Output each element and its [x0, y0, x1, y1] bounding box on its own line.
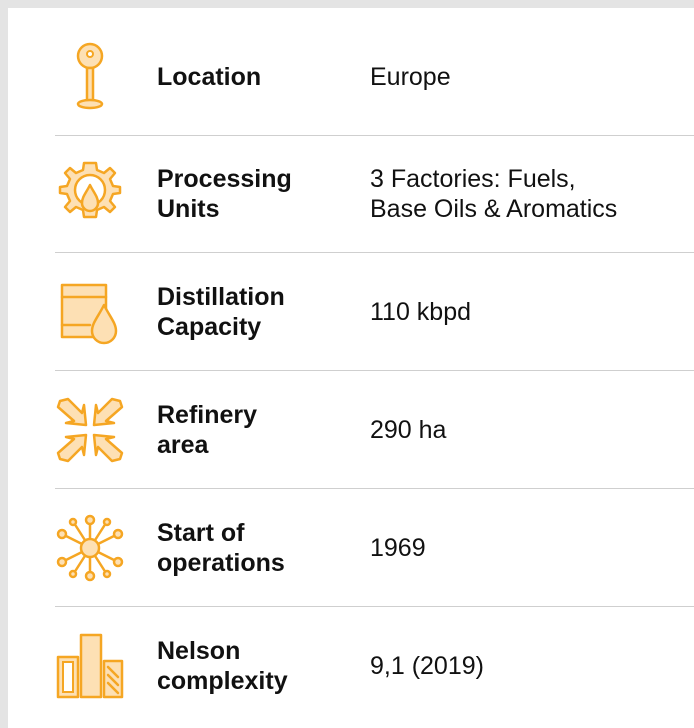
label: Refinery area — [157, 371, 257, 488]
capacity-icon — [60, 283, 118, 345]
separator — [55, 252, 694, 253]
label-line: Start of — [157, 518, 245, 547]
label: Start of operations — [157, 489, 285, 606]
area-icon — [56, 397, 124, 463]
label-line: Distillation — [157, 282, 285, 311]
separator — [55, 135, 694, 136]
processing-icon — [58, 161, 122, 219]
separator — [55, 606, 694, 607]
label-line: area — [157, 430, 209, 459]
value-line: 9,1 (2019) — [370, 651, 484, 680]
value-line: 3 Factories: Fuels, — [370, 164, 576, 193]
value: 9,1 (2019) — [370, 607, 484, 724]
row: Nelson complexity 9,1 (2019) — [8, 607, 694, 725]
label-line: Capacity — [157, 312, 262, 341]
label-line: Location — [157, 62, 262, 91]
label-line: Refinery — [157, 400, 258, 429]
label-line: Processing — [157, 164, 292, 193]
label-line: complexity — [157, 666, 288, 695]
label: Nelson complexity — [157, 607, 288, 724]
value-line: 1969 — [370, 533, 426, 562]
label-line: operations — [157, 548, 285, 577]
value: Europe — [370, 18, 451, 135]
separator — [55, 370, 694, 371]
value-line: 110 kbpd — [370, 297, 472, 326]
complexity-icon — [56, 633, 124, 699]
row: Refinery area 290 ha — [8, 371, 694, 489]
label: Processing Units — [157, 135, 292, 252]
label: Distillation Capacity — [157, 253, 285, 370]
value-line: Base Oils & Aromatics — [370, 194, 618, 223]
label: Location — [157, 18, 261, 135]
separator — [55, 488, 694, 489]
value-line: Europe — [370, 62, 451, 91]
value: 3 Factories: Fuels, Base Oils & Aromatics — [370, 135, 617, 252]
value: 110 kbpd — [370, 253, 471, 370]
location-icon — [76, 42, 104, 110]
operations-icon — [56, 514, 124, 582]
value-line: 290 ha — [370, 415, 447, 444]
row: Distillation Capacity 110 kbpd — [8, 253, 694, 371]
label-line: Units — [157, 194, 220, 223]
card: Location Europe Processing Units 3 Factor… — [8, 8, 694, 728]
row: Location Europe — [8, 18, 694, 136]
value: 290 ha — [370, 371, 446, 488]
row: Processing Units 3 Factories: Fuels, Base … — [8, 135, 694, 253]
row: Start of operations 1969 — [8, 489, 694, 607]
label-line: Nelson — [157, 636, 241, 665]
value: 1969 — [370, 489, 426, 606]
